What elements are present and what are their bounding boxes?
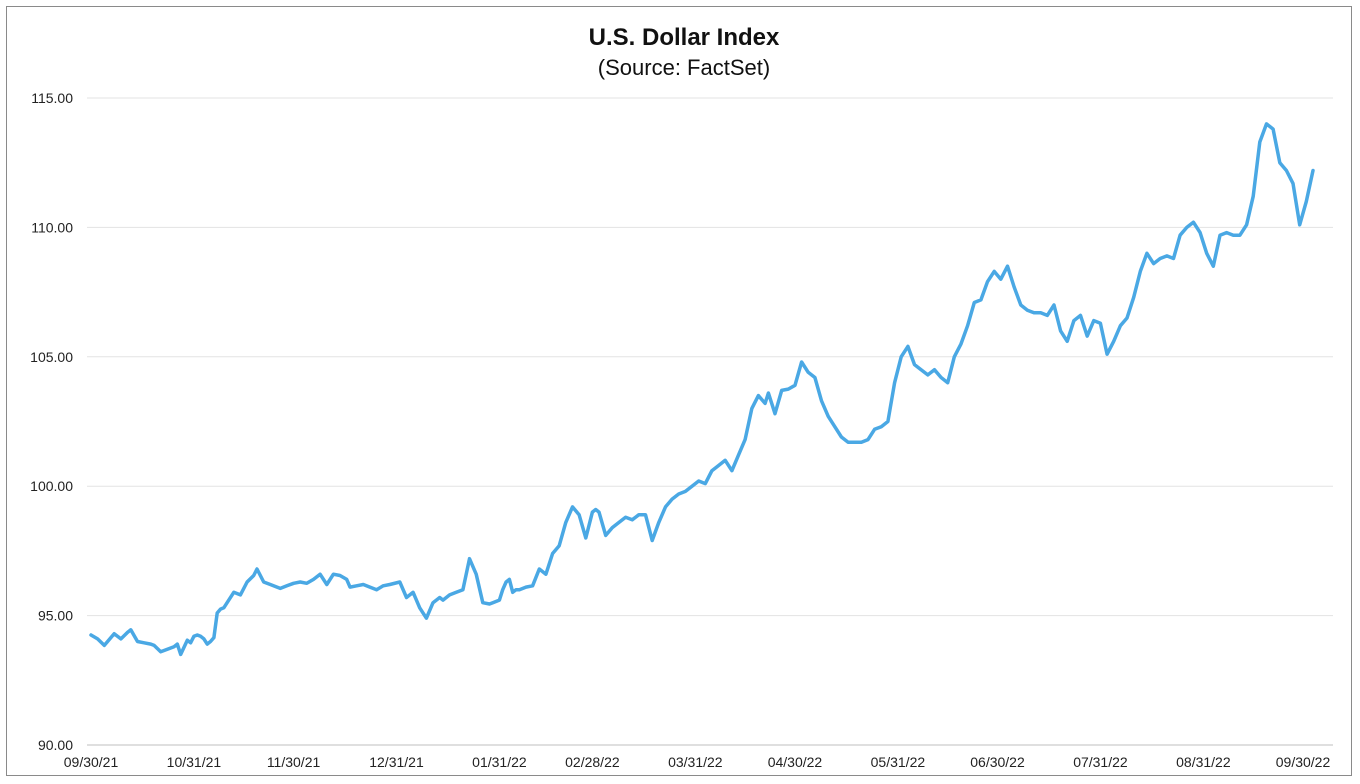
gridlines (87, 97, 1333, 746)
x-tick-label: 05/31/22 (871, 754, 926, 770)
y-tick-label: 100.00 (30, 478, 73, 494)
x-tick-label: 06/30/22 (970, 754, 1025, 770)
y-axis-ticks: 90.00 95.00 100.00 105.00 110.00 115.00 (30, 90, 73, 753)
x-axis-ticks: 09/30/21 10/31/21 11/30/21 12/31/21 01/31/22… (64, 754, 1331, 770)
x-tick-label: 09/30/21 (64, 754, 119, 770)
y-tick-label: 115.00 (31, 90, 73, 106)
x-tick-label: 03/31/22 (668, 754, 723, 770)
y-tick-label: 90.00 (38, 737, 73, 753)
x-tick-label: 10/31/21 (167, 754, 222, 770)
y-tick-label: 110.00 (31, 219, 73, 235)
chart-frame: U.S. Dollar Index (Source: FactSet) 90.0… (6, 6, 1352, 776)
chart-title: U.S. Dollar Index (589, 24, 780, 51)
x-tick-label: 08/31/22 (1176, 754, 1231, 770)
series-line (89, 122, 1315, 657)
y-tick-label: 95.00 (38, 608, 73, 624)
line-chart: U.S. Dollar Index (Source: FactSet) 90.0… (30, 24, 1333, 770)
x-tick-label: 11/30/21 (267, 754, 321, 770)
y-tick-label: 105.00 (30, 349, 73, 365)
series-layer (89, 122, 1315, 657)
x-tick-label: 01/31/22 (472, 754, 527, 770)
chart-subtitle: (Source: FactSet) (598, 55, 770, 80)
x-tick-label: 09/30/22 (1276, 754, 1331, 770)
x-tick-label: 04/30/22 (768, 754, 823, 770)
x-tick-label: 12/31/21 (369, 754, 424, 770)
x-tick-label: 02/28/22 (565, 754, 620, 770)
x-tick-label: 07/31/22 (1073, 754, 1128, 770)
